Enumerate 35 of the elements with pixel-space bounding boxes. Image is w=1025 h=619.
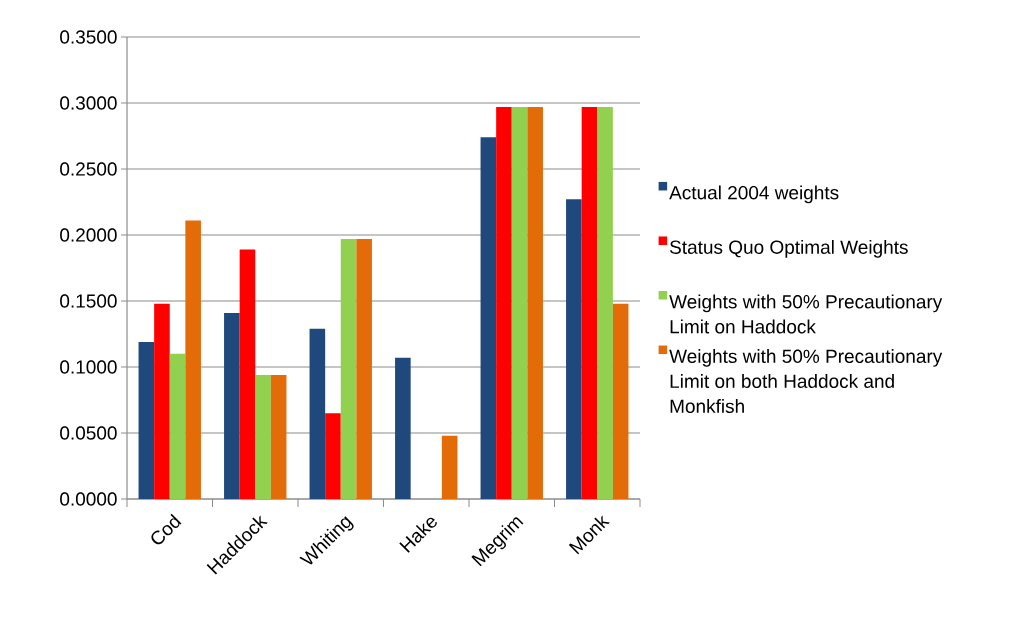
bar (340, 238, 357, 499)
bar (138, 341, 155, 499)
bar (255, 374, 271, 499)
bar (480, 137, 497, 499)
y-tick-label: 0.0500 (60, 426, 117, 440)
y-tick-label: 0.1000 (60, 360, 117, 374)
bar (441, 435, 458, 499)
legend-label: Status Quo Optimal Weights (669, 239, 908, 258)
bar (154, 303, 170, 499)
bar (566, 199, 582, 499)
bar (185, 220, 201, 499)
bar (612, 303, 629, 499)
bar (581, 106, 598, 499)
y-tick-label: 0.1500 (60, 294, 117, 308)
y-tick-label: 0.2000 (60, 228, 117, 242)
bar (496, 106, 512, 499)
legend-label: Actual 2004 weights (669, 185, 839, 204)
legend-label: Weights with 50% Precautionary Limit on Haddock (669, 294, 943, 334)
bar (270, 374, 287, 499)
bar (395, 357, 411, 499)
y-tick-label: 0.3000 (60, 96, 117, 110)
bar (511, 106, 528, 499)
y-tick-label: 0.3500 (60, 30, 117, 44)
y-tick-label: 0.2500 (60, 162, 117, 176)
legend-label: Weights with 50% Precautionary Limit on both Haddock and Monkfish (669, 349, 943, 414)
x-tick-label: Cod (151, 513, 182, 545)
bar (527, 106, 543, 499)
bar (356, 238, 372, 499)
bar (597, 106, 613, 499)
bar (239, 249, 256, 499)
bar (325, 413, 341, 499)
bar (224, 312, 240, 499)
y-tick-label: 0.0000 (60, 492, 117, 506)
bar (169, 353, 186, 499)
bar (309, 328, 326, 499)
